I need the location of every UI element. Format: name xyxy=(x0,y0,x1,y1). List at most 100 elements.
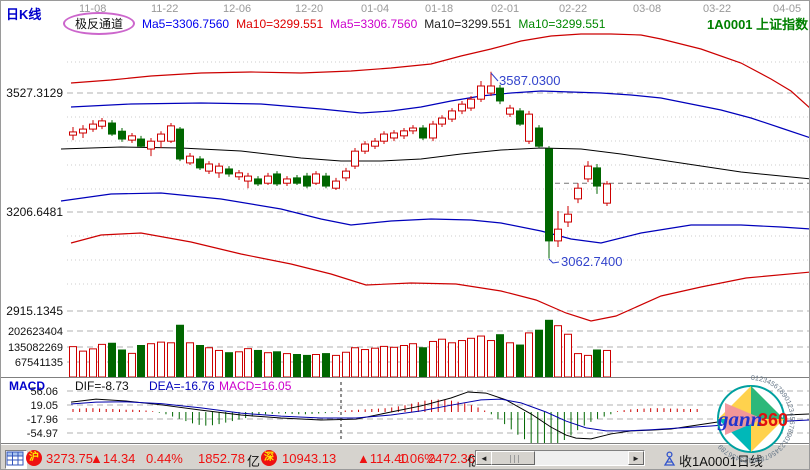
candle-body xyxy=(244,175,252,182)
candle-body xyxy=(487,85,495,94)
date-tick-label: 02-22 xyxy=(559,3,588,15)
sh-index-pct: 0.44% xyxy=(146,451,183,466)
volume-bar xyxy=(283,353,291,378)
shenzhen-badge-icon: 深 xyxy=(261,450,277,466)
volume-bar xyxy=(176,324,184,378)
volume-bar xyxy=(157,341,165,378)
ma-value-label: Ma5=3306.7560 xyxy=(142,16,230,31)
date-tick-label: 01-04 xyxy=(361,3,390,15)
candlestick-series xyxy=(69,71,611,259)
volume-bar xyxy=(167,342,175,378)
volume-bar xyxy=(322,353,330,378)
macd-axis-label: -17.96 xyxy=(27,414,58,426)
candle-body xyxy=(458,103,466,112)
dea-value-label: DEA=-16.76 xyxy=(149,379,215,393)
candle-body xyxy=(535,127,543,147)
volume-bar xyxy=(79,350,87,378)
candle-body xyxy=(176,128,184,160)
dea-line xyxy=(70,398,809,432)
candle-body xyxy=(264,175,272,184)
candle-body xyxy=(342,170,350,179)
price-axis-labels: 3527.3129 3206.6481 2915.1345 xyxy=(6,86,63,318)
candle-body xyxy=(506,107,514,115)
volume-bar xyxy=(564,333,572,378)
date-tick-label: 01-18 xyxy=(425,3,454,15)
volume-bar xyxy=(477,335,485,378)
volume-bar xyxy=(593,349,601,378)
volume-bar xyxy=(574,353,582,378)
sh-index-change: ▲14.34 xyxy=(90,451,136,466)
candle-body xyxy=(283,178,291,184)
volume-bar xyxy=(293,354,301,378)
candle-body xyxy=(593,167,601,187)
candle-body xyxy=(167,125,175,142)
candle-body xyxy=(215,165,223,174)
ma-value-label: Ma10=3299.551 xyxy=(518,16,606,31)
candle-body xyxy=(409,127,417,132)
sz-index-amount: 2472.36 xyxy=(428,451,475,466)
candle-body xyxy=(496,87,504,102)
candle-body xyxy=(554,228,562,242)
current-view-label: 收1A0001日线 xyxy=(679,454,763,469)
volume-bar xyxy=(400,345,408,378)
annotation-leader xyxy=(490,72,499,82)
candle-body xyxy=(477,85,485,100)
date-tick-label: 03-08 xyxy=(633,3,662,15)
volume-bar xyxy=(235,351,243,378)
volume-bar xyxy=(118,349,126,378)
main-chart[interactable]: 3527.3129 3206.6481 2915.1345 202623404 1350… xyxy=(1,1,810,444)
candle-body xyxy=(467,98,475,109)
candle-body xyxy=(545,148,553,242)
sz-index-change: ▲114.40 xyxy=(357,451,409,466)
volume-axis-labels: 202623404 135082269 67541135 xyxy=(8,326,63,369)
volume-bar xyxy=(98,343,106,378)
symbol-title: 1A0001 上证指数 xyxy=(707,17,809,32)
dif-line xyxy=(70,391,809,440)
volume-bar xyxy=(545,319,553,378)
scrollbar-thumb[interactable] xyxy=(491,451,535,465)
candle-body xyxy=(390,132,398,139)
volume-bar xyxy=(332,354,340,378)
volume-bar xyxy=(215,349,223,378)
candle-body xyxy=(448,110,456,120)
candle-body xyxy=(419,127,427,139)
candle-body xyxy=(79,128,87,134)
candle-body xyxy=(118,130,126,140)
candle-body xyxy=(351,150,359,167)
volume-bar xyxy=(264,352,272,378)
annotation-low-price: 3062.7400 xyxy=(561,254,622,269)
middle-black-line xyxy=(60,146,809,180)
volume-bar xyxy=(516,344,524,378)
volume-bar xyxy=(128,352,136,378)
price-annotations: 3587.0300 3062.7400 xyxy=(490,72,622,269)
outer-lower-red-line xyxy=(70,232,809,322)
volume-bar xyxy=(535,329,543,378)
horizontal-scrollbar[interactable]: ◄ ► xyxy=(475,450,645,466)
volume-bar xyxy=(147,343,155,378)
volume-bar xyxy=(584,354,592,378)
macd-axis-label: -54.97 xyxy=(27,428,58,440)
macd-axis-label: 56.06 xyxy=(30,386,58,398)
scroll-right-button[interactable]: ► xyxy=(628,451,644,465)
quote-table-icon[interactable] xyxy=(5,450,27,469)
volume-bar xyxy=(225,352,233,378)
candle-body xyxy=(205,163,213,172)
volume-bar xyxy=(89,348,97,378)
ma-value-label: Ma5=3306.7560 xyxy=(330,16,418,31)
volume-bar xyxy=(429,340,437,378)
sz-index-price: 10943.13 xyxy=(282,451,337,466)
outer-upper-red-line xyxy=(70,33,809,109)
candle-body xyxy=(196,158,204,169)
candle-body xyxy=(98,120,106,127)
candle-body xyxy=(147,140,155,150)
volume-bar xyxy=(244,348,252,378)
volume-bar xyxy=(409,343,417,378)
volume-bar xyxy=(390,346,398,378)
scroll-left-button[interactable]: ◄ xyxy=(476,451,492,465)
volume-bar xyxy=(506,342,514,378)
candle-body xyxy=(303,175,311,187)
date-tick-label: 12-20 xyxy=(295,3,324,15)
volume-bar xyxy=(380,345,388,378)
channel-annotation-ellipse: 极反通道 xyxy=(63,12,136,35)
